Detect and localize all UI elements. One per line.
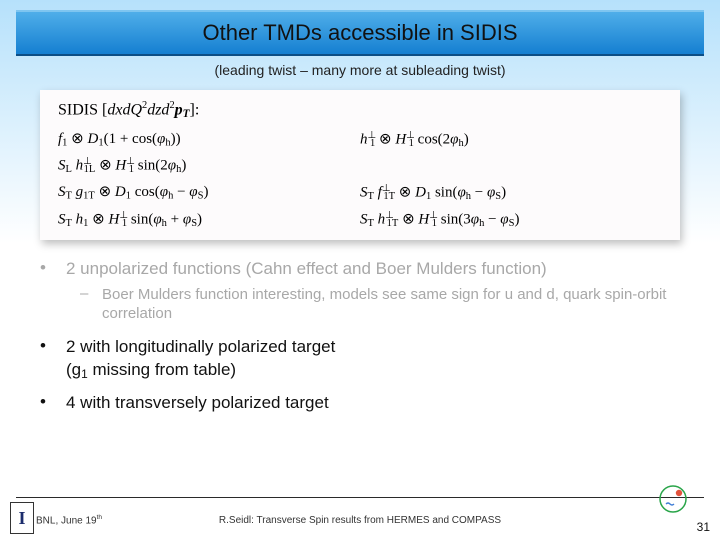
footer-divider [16,497,704,498]
math-header: SIDIS [dxdQ2dzd2pT]: [58,100,662,120]
dash-icon: – [80,285,102,324]
bullet-1-text: 2 unpolarized functions (Cahn effect and… [66,258,680,281]
footer-center: R.Seidl: Transverse Spin results from HE… [0,515,720,526]
math-row: ST h1 ⊗ H⊥1 sin(φh + φS) [58,208,360,232]
bullet-2-text: 2 with longitudinally polarized target (… [66,336,680,382]
bullet-2-line-a: 2 with longitudinally polarized target [66,337,335,356]
math-right-col: h⊥1 ⊗ H⊥1 cos(2φh) ST f⊥1T ⊗ D1 sin(φh −… [360,126,662,234]
math-row: SL h⊥1L ⊗ H⊥1 sin(2φh) [58,154,360,178]
math-row [360,155,662,178]
bullet-3-text: 4 with transversely polarized target [66,392,680,415]
bullet-1-sub-text: Boer Mulders function interesting, model… [102,285,680,324]
rhic-logo-icon [658,484,688,514]
math-row: ST g1T ⊗ D1 cos(φh − φS) [58,181,360,205]
bullet-dot-icon: • [40,258,66,281]
math-row: ST h⊥1T ⊗ H⊥1 sin(3φh − φS) [360,208,662,232]
math-row: h⊥1 ⊗ H⊥1 cos(2φh) [360,128,662,152]
bullet-dot-icon: • [40,392,66,415]
math-box: SIDIS [dxdQ2dzd2pT]: f1 ⊗ D1(1 + cos(φh)… [40,90,680,240]
bullets: • 2 unpolarized functions (Cahn effect a… [40,258,680,417]
math-row: f1 ⊗ D1(1 + cos(φh)) [58,128,360,152]
math-left-col: f1 ⊗ D1(1 + cos(φh)) SL h⊥1L ⊗ H⊥1 sin(2… [58,126,360,234]
bullet-3: • 4 with transversely polarized target [40,392,680,415]
page-number: 31 [697,520,710,534]
bullet-2: • 2 with longitudinally polarized target… [40,336,680,382]
math-row: ST f⊥1T ⊗ D1 sin(φh − φS) [360,181,662,205]
bullet-dot-icon: • [40,336,66,382]
subtitle: (leading twist – many more at subleading… [0,62,720,78]
title-bar: Other TMDs accessible in SIDIS [16,10,704,56]
bullet-1-sub: – Boer Mulders function interesting, mod… [80,285,680,324]
page-title: Other TMDs accessible in SIDIS [202,20,517,46]
bullet-1: • 2 unpolarized functions (Cahn effect a… [40,258,680,281]
